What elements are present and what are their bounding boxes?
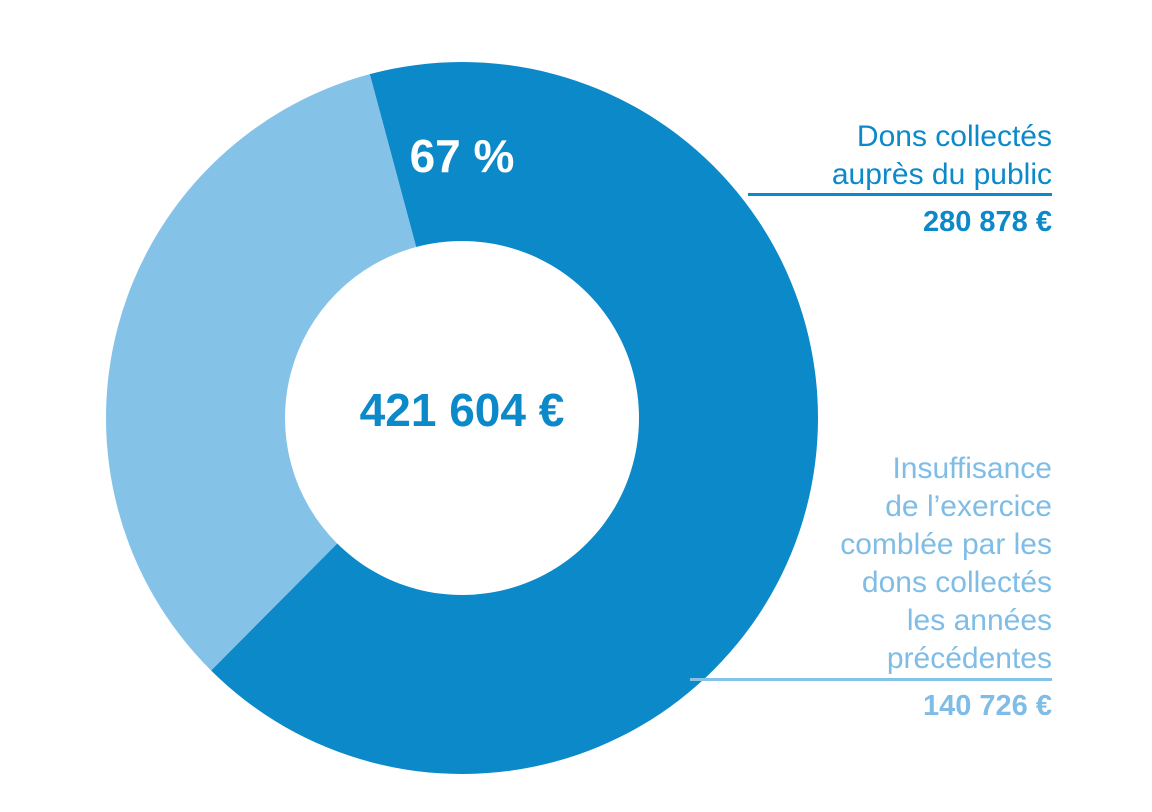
legend-previous-line-5: les années <box>906 604 1052 637</box>
legend-public-line-1: Dons collectés <box>856 120 1052 153</box>
legend-public-rule <box>748 193 1052 196</box>
donut-slice-previous <box>106 74 417 671</box>
legend-public-amount: 280 878 € <box>922 206 1052 238</box>
donut-center-total: 421 604 € <box>360 384 565 436</box>
slice-percent-label-public: 67 % <box>410 130 515 182</box>
legend-previous-line-2: de l’exercice <box>885 490 1052 523</box>
legend-previous-line-6: précédentes <box>886 642 1052 675</box>
legend-previous-rule <box>690 678 1052 681</box>
donut-slice-public <box>211 61 818 774</box>
legend-previous-amount: 140 726 € <box>922 690 1052 722</box>
legend-public-label: Dons collectés auprès du public <box>832 118 1052 194</box>
legend-previous-line-1: Insuffisance <box>892 452 1052 485</box>
legend-previous-line-4: dons collectés <box>861 566 1052 599</box>
slice-percent-label-previous: 33 % <box>410 646 515 698</box>
legend-public-line-2: auprès du public <box>831 158 1052 191</box>
legend-previous-label: Insuffisance de l’exercice comblée par l… <box>840 450 1052 678</box>
legend-previous-line-3: comblée par les <box>840 528 1052 561</box>
